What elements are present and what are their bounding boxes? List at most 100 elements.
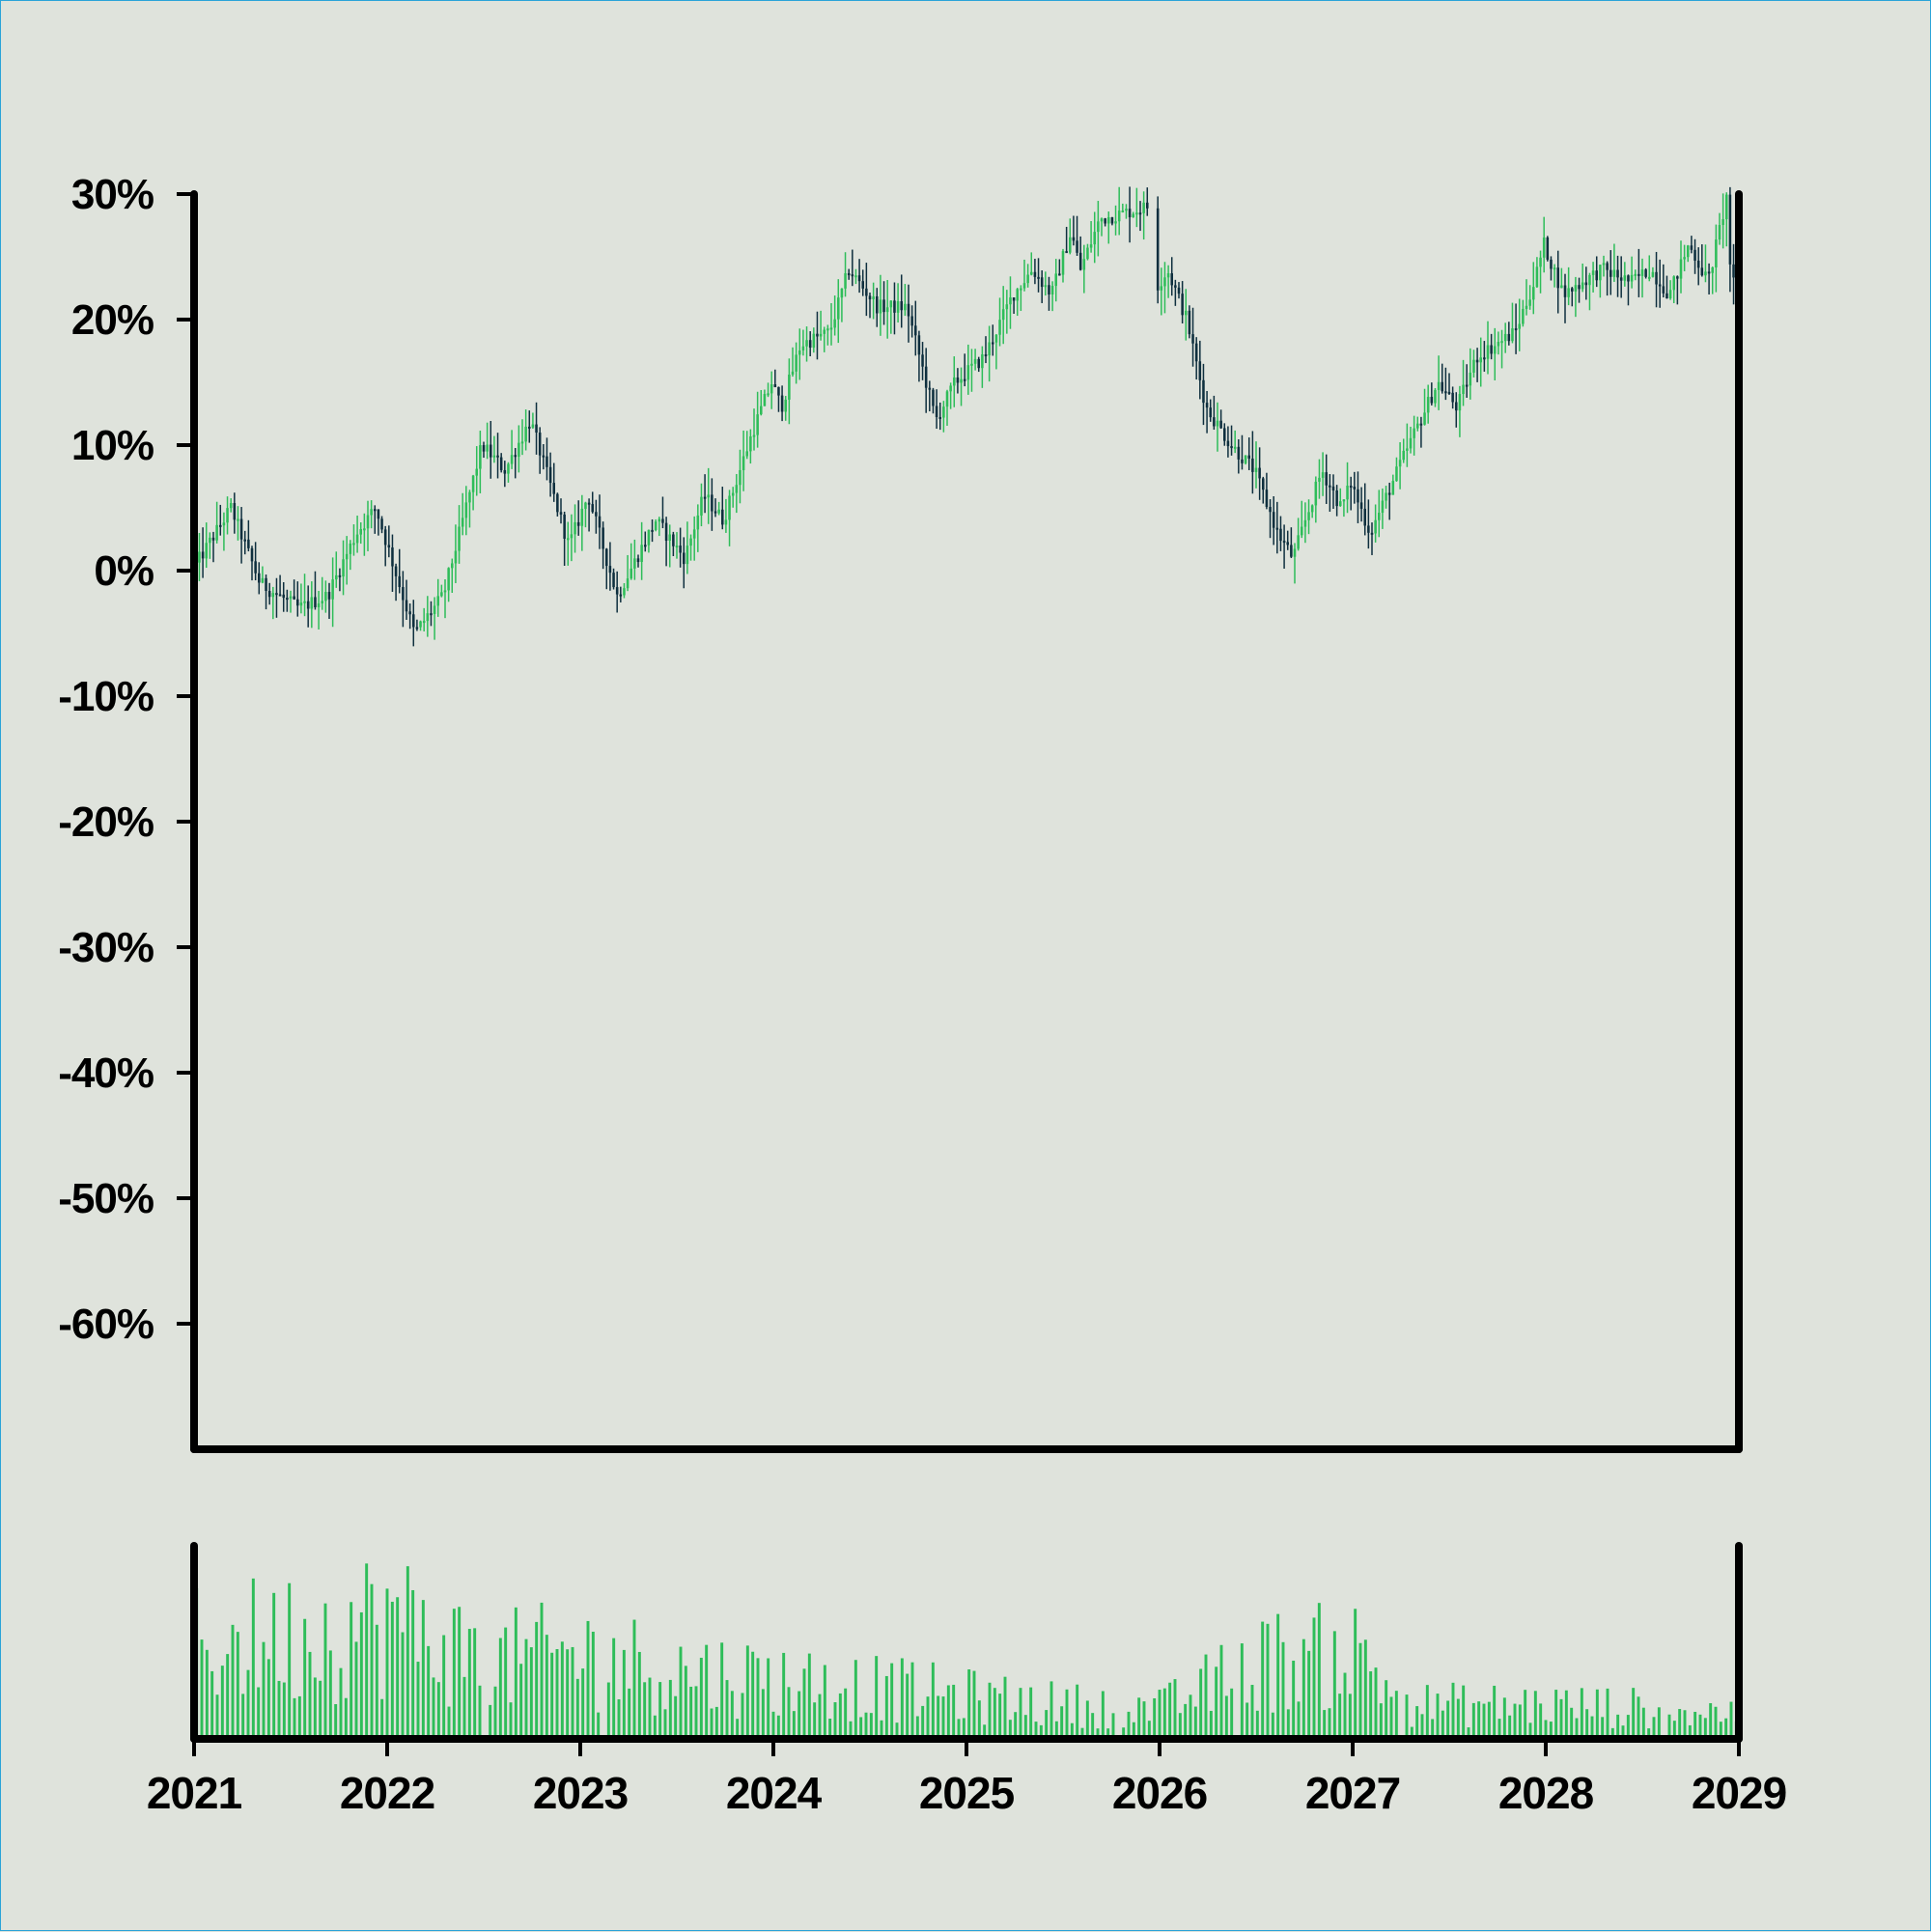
candle-body [731, 492, 735, 496]
candle [1233, 430, 1237, 454]
candle [1040, 270, 1044, 303]
candle [1616, 255, 1619, 297]
candle [1117, 186, 1121, 236]
candle-body [1110, 217, 1114, 224]
volume-bar [1379, 1703, 1383, 1739]
candle-body [998, 320, 1001, 335]
candle-body [1539, 257, 1542, 267]
candle-body [1093, 232, 1096, 245]
volume-bar [1219, 1644, 1223, 1739]
volume-bar [1162, 1688, 1166, 1739]
volume-bar [1070, 1722, 1074, 1739]
candle [777, 386, 780, 412]
candle [661, 496, 664, 529]
volume-bar [1307, 1650, 1311, 1739]
candle [1247, 437, 1250, 470]
candle-body [668, 534, 671, 542]
candle [1251, 431, 1254, 494]
candle-body [1567, 288, 1570, 297]
candle [1609, 250, 1612, 295]
volume-bar [519, 1664, 523, 1739]
candle-body [847, 273, 851, 276]
candle-body [1437, 381, 1441, 390]
volume-bar [900, 1658, 904, 1739]
y-tick-label: -30% [58, 924, 154, 971]
candle [1107, 211, 1110, 244]
candle [1329, 474, 1331, 512]
candle [503, 461, 507, 488]
candle-body [546, 456, 548, 467]
candle [1001, 286, 1005, 345]
candle-body [826, 328, 829, 331]
candle-body [851, 274, 854, 277]
candle-body [1251, 458, 1254, 472]
candle [1563, 273, 1567, 323]
volume-bar [679, 1646, 683, 1739]
candle [1574, 276, 1578, 318]
candle [1202, 363, 1205, 426]
candle-body [1550, 259, 1553, 269]
candle-body [749, 435, 752, 452]
volume-bar [983, 1724, 987, 1739]
candle-body [837, 297, 840, 320]
volume-bar [380, 1698, 384, 1739]
candle [1241, 434, 1244, 470]
volume-bar [849, 1721, 853, 1739]
candle-body [299, 602, 303, 606]
candle [1258, 447, 1261, 500]
candle [763, 389, 767, 406]
volume-bar [504, 1627, 508, 1739]
candle [647, 529, 651, 553]
candle [1342, 499, 1346, 518]
candle-body [1406, 448, 1409, 451]
volume-bar [365, 1563, 369, 1739]
volume-bar [416, 1662, 420, 1739]
candle [331, 557, 334, 628]
volume-bar [637, 1651, 641, 1739]
candle-body [402, 587, 405, 601]
volume-bar [1178, 1713, 1182, 1739]
candle-body [1044, 285, 1048, 288]
candle [1282, 524, 1286, 569]
volume-bar [906, 1673, 910, 1739]
candle [644, 531, 647, 552]
candle-body [595, 512, 598, 517]
volume-bar [612, 1638, 616, 1739]
candle-body [1293, 548, 1297, 557]
candle-body [426, 613, 430, 622]
volume-bar [1147, 1721, 1151, 1739]
x-tick-label: 2025 [919, 1768, 1015, 1818]
candle-body [615, 587, 619, 595]
candle [1668, 280, 1672, 300]
candle-body [675, 546, 679, 548]
candle-body [770, 384, 773, 394]
volume-bar [869, 1713, 873, 1739]
candle-body [1040, 277, 1044, 288]
candle [1700, 244, 1704, 277]
candle-body [1254, 467, 1258, 472]
candle-body [1486, 345, 1490, 359]
candle-body [1146, 202, 1149, 209]
candle-body [872, 295, 875, 300]
volume-bar [303, 1618, 307, 1739]
candle [286, 589, 289, 612]
y-tick-label: -60% [58, 1301, 154, 1348]
candle-body [552, 483, 555, 494]
candle-body [1050, 286, 1054, 294]
candle-body [910, 316, 913, 326]
volume-bar [622, 1649, 626, 1739]
candle [303, 574, 306, 617]
candle-body [647, 529, 651, 546]
candle [1061, 248, 1065, 283]
volume-bar [385, 1588, 389, 1739]
candle [580, 494, 584, 551]
y-tick-label: -20% [58, 798, 154, 846]
candle-body [1475, 359, 1479, 363]
candle [798, 328, 801, 380]
volume-bar [1085, 1700, 1089, 1739]
candle-body [795, 354, 798, 372]
candle-body [900, 301, 903, 311]
candle [1634, 269, 1637, 281]
volume-bar [354, 1641, 358, 1739]
